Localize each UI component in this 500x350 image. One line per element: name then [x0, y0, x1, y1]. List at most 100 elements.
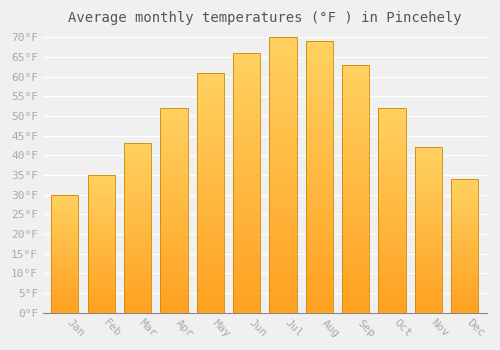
- Bar: [51, 195, 78, 196]
- Bar: [342, 166, 369, 169]
- Bar: [414, 240, 442, 242]
- Bar: [270, 106, 296, 109]
- Bar: [51, 287, 78, 288]
- Bar: [124, 199, 151, 201]
- Bar: [451, 186, 478, 187]
- Bar: [414, 187, 442, 189]
- Bar: [51, 290, 78, 292]
- Bar: [196, 276, 224, 279]
- Bar: [414, 195, 442, 197]
- Bar: [233, 69, 260, 71]
- Bar: [270, 310, 296, 313]
- Bar: [451, 266, 478, 267]
- Bar: [124, 253, 151, 255]
- Bar: [306, 291, 333, 294]
- Bar: [88, 253, 115, 255]
- Bar: [196, 159, 224, 161]
- Bar: [88, 175, 115, 176]
- Bar: [233, 211, 260, 214]
- Bar: [342, 152, 369, 154]
- Bar: [414, 220, 442, 222]
- Bar: [378, 167, 406, 169]
- Bar: [88, 227, 115, 229]
- Bar: [414, 255, 442, 257]
- Bar: [414, 174, 442, 175]
- Bar: [160, 141, 188, 143]
- Bar: [88, 271, 115, 273]
- Bar: [378, 196, 406, 198]
- Bar: [378, 215, 406, 216]
- Bar: [233, 258, 260, 261]
- Bar: [124, 290, 151, 292]
- Bar: [124, 302, 151, 304]
- Bar: [196, 149, 224, 152]
- Bar: [160, 122, 188, 124]
- Bar: [233, 63, 260, 66]
- Bar: [342, 303, 369, 305]
- Bar: [196, 161, 224, 164]
- Bar: [270, 114, 296, 117]
- Bar: [342, 149, 369, 152]
- Bar: [88, 208, 115, 209]
- Bar: [124, 280, 151, 282]
- Bar: [451, 309, 478, 310]
- Bar: [451, 276, 478, 278]
- Bar: [233, 240, 260, 243]
- Bar: [414, 258, 442, 260]
- Bar: [233, 115, 260, 118]
- Bar: [233, 113, 260, 115]
- Bar: [306, 250, 333, 253]
- Bar: [306, 253, 333, 255]
- Bar: [196, 97, 224, 99]
- Bar: [88, 273, 115, 274]
- Bar: [233, 58, 260, 61]
- Bar: [51, 263, 78, 264]
- Bar: [378, 304, 406, 307]
- Bar: [233, 248, 260, 250]
- Bar: [233, 263, 260, 266]
- Bar: [270, 246, 296, 249]
- Bar: [51, 229, 78, 230]
- Bar: [160, 124, 188, 126]
- Bar: [342, 196, 369, 198]
- Bar: [451, 202, 478, 203]
- Bar: [342, 72, 369, 75]
- Bar: [233, 271, 260, 274]
- Bar: [270, 117, 296, 120]
- Bar: [451, 240, 478, 242]
- Bar: [342, 280, 369, 283]
- Bar: [451, 288, 478, 290]
- Bar: [378, 292, 406, 294]
- Bar: [378, 192, 406, 194]
- Bar: [414, 147, 442, 313]
- Bar: [124, 176, 151, 177]
- Bar: [378, 239, 406, 241]
- Bar: [233, 276, 260, 279]
- Bar: [451, 302, 478, 303]
- Bar: [342, 209, 369, 211]
- Bar: [196, 270, 224, 272]
- Bar: [414, 204, 442, 205]
- Bar: [88, 245, 115, 246]
- Bar: [306, 207, 333, 209]
- Bar: [196, 142, 224, 145]
- Bar: [51, 233, 78, 235]
- Bar: [451, 259, 478, 260]
- Bar: [270, 54, 296, 56]
- Bar: [306, 185, 333, 188]
- Bar: [124, 292, 151, 294]
- Bar: [414, 218, 442, 220]
- Bar: [342, 99, 369, 102]
- Bar: [414, 227, 442, 228]
- Bar: [88, 205, 115, 206]
- Bar: [124, 306, 151, 308]
- Bar: [51, 302, 78, 303]
- Bar: [160, 108, 188, 313]
- Bar: [414, 156, 442, 157]
- Bar: [342, 114, 369, 117]
- Bar: [196, 190, 224, 192]
- Bar: [451, 250, 478, 251]
- Bar: [51, 299, 78, 300]
- Bar: [414, 289, 442, 291]
- Bar: [160, 128, 188, 131]
